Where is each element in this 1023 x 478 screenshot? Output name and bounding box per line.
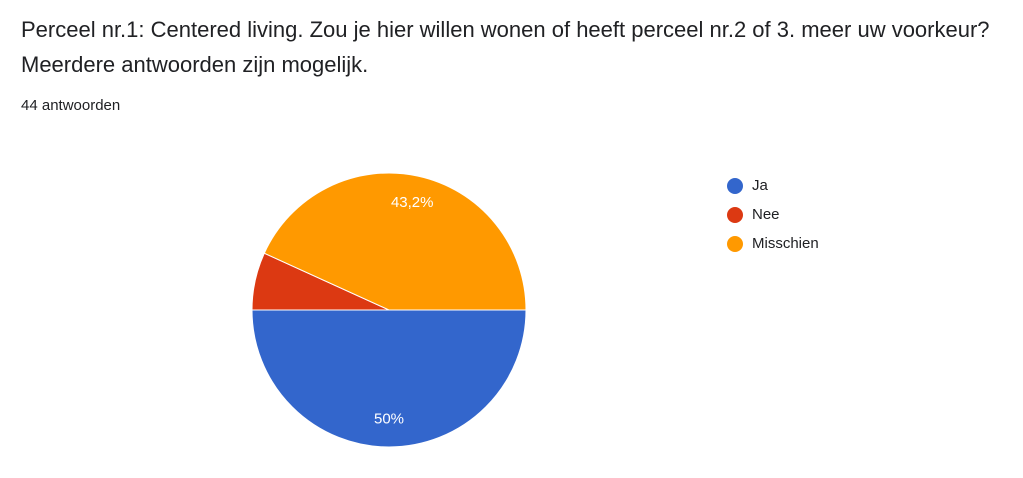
legend-label-misschien: Misschien [752, 235, 819, 252]
slice-label-ja: 50% [374, 411, 404, 428]
legend-item-misschien[interactable]: Misschien [727, 229, 819, 258]
pie-slice-misschien[interactable] [263, 172, 527, 311]
legend-swatch-misschien [727, 235, 743, 252]
legend-label-ja: Ja [752, 177, 768, 194]
legend-item-nee[interactable]: Nee [727, 200, 819, 229]
legend-item-ja[interactable]: Ja [727, 171, 819, 200]
legend-swatch-nee [727, 206, 743, 223]
slice-label-misschien: 43,2% [391, 194, 434, 211]
response-count: 44 antwoorden [21, 97, 121, 114]
chart-legend: Ja Nee Misschien [727, 171, 819, 258]
pie-slice-ja[interactable] [251, 309, 527, 448]
legend-swatch-ja [727, 177, 743, 194]
question-title: Perceel nr.1: Centered living. Zou je hi… [21, 17, 990, 77]
legend-label-nee: Nee [752, 206, 780, 223]
